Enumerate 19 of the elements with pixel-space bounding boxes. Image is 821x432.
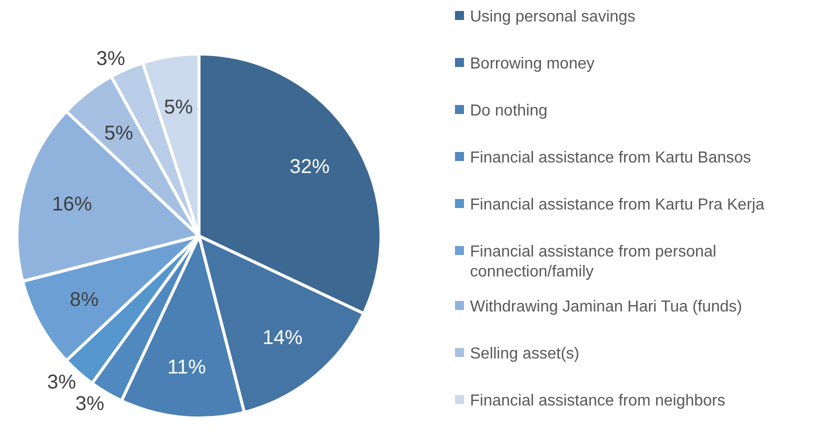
data-label: 16% (52, 193, 92, 216)
data-label: 3% (96, 48, 126, 70)
data-label: 11% (167, 356, 206, 378)
data-label: 3% (75, 392, 105, 415)
data-label: 32% (290, 156, 330, 178)
legend-label: Borrowing money (470, 56, 594, 73)
legend-label: Selling asset(s) (470, 346, 580, 363)
data-label: 5% (104, 122, 134, 144)
data-label: 14% (262, 326, 303, 349)
legend-label: Financial assistance from neighbors (470, 392, 726, 410)
legend-label: Do nothing (470, 102, 548, 120)
data-label: 3% (47, 372, 76, 394)
data-label: 5% (164, 96, 194, 119)
legend-label: Withdrawing Jaminan Hari Tua (funds) (470, 298, 742, 316)
legend-label: Financial assistance from Kartu Bansos (470, 150, 752, 167)
legend-label: Financial assistance from Kartu Pra Kerja (470, 196, 764, 214)
data-label: 8% (70, 289, 99, 312)
legend-label: Using personal savings (470, 8, 636, 26)
legend-label: Financial assistance from personal connection/family (470, 244, 716, 281)
